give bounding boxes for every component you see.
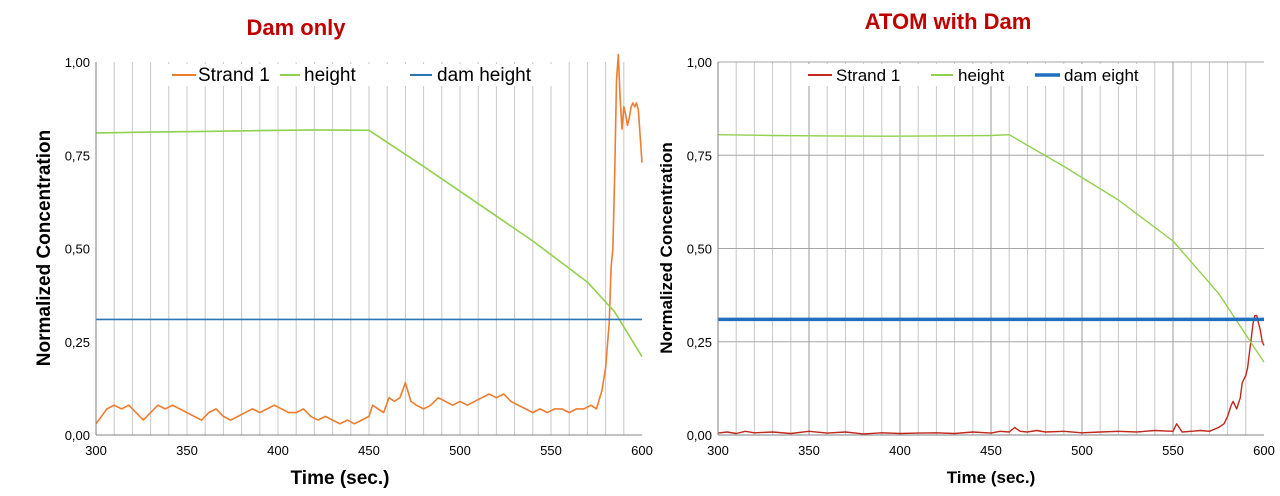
- x-tick-label: 600: [1253, 443, 1275, 458]
- series-group: [717, 133, 1265, 435]
- y-tick-label: 0,25: [687, 335, 712, 350]
- x-tick-label: 600: [631, 443, 653, 458]
- y-axis-title: Normalized Concentration: [657, 142, 676, 354]
- x-tick-label: 400: [889, 443, 911, 458]
- x-tick-label: 500: [1071, 443, 1093, 458]
- legend-label: Strand 1: [836, 66, 900, 85]
- legend-background: [158, 64, 560, 86]
- y-tick-label: 0,50: [65, 242, 90, 257]
- y-tick-label: 0,50: [687, 242, 712, 257]
- series-line-strand-1: [95, 53, 643, 425]
- x-tick-label: 550: [1162, 443, 1184, 458]
- x-axis-title: Time (sec.): [947, 468, 1036, 487]
- series-line-height: [95, 129, 643, 358]
- y-tick-label: 0,00: [65, 428, 90, 443]
- chart-title: Dam only: [246, 15, 346, 40]
- x-tick-label: 350: [176, 443, 198, 458]
- x-tick-label: 450: [980, 443, 1002, 458]
- legend-label: dam eight: [1064, 66, 1139, 85]
- axes: 300 350 400 450 500 550 600 0,00 0,25 0,50 0,75 1,0…: [65, 55, 653, 458]
- x-tick-label: 300: [85, 443, 107, 458]
- chart-dam-only: Dam only 300 350 400 450 500 550 600 0,00 0,25 0,…: [34, 15, 653, 489]
- x-tick-label: 550: [540, 443, 562, 458]
- grid-lines: [718, 61, 1264, 435]
- y-tick-label: 0,75: [687, 148, 712, 163]
- x-axis-title: Time (sec.): [291, 468, 390, 489]
- series-group: [95, 53, 643, 425]
- legend-label: height: [304, 65, 356, 86]
- x-tick-label: 400: [267, 443, 289, 458]
- legend-label: dam height: [437, 65, 532, 86]
- x-tick-label: 350: [798, 443, 820, 458]
- grid-lines: [113, 62, 625, 435]
- legend-label: height: [958, 66, 1005, 85]
- legend: Strand 1 height dam eight: [800, 64, 1152, 86]
- legend-label: Strand 1: [198, 65, 270, 86]
- legend: Strand 1 height dam height: [158, 64, 560, 86]
- y-axis-title: Normalized Concentration: [34, 130, 55, 366]
- legend-background: [800, 64, 1152, 86]
- series-line-height: [717, 133, 1265, 363]
- y-tick-label: 0,00: [687, 428, 712, 443]
- chart-title: ATOM with Dam: [865, 9, 1032, 34]
- chart-atom-with-dam: ATOM with Dam 300 350 400 450 500 550 600 0,00 0…: [657, 9, 1275, 487]
- axes: 300 350 400 450 500 550 600 0,00 0,25 0,50 0,75 1,0…: [687, 55, 1275, 458]
- x-tick-label: 300: [707, 443, 729, 458]
- y-tick-label: 1,00: [65, 55, 90, 70]
- x-tick-label: 500: [449, 443, 471, 458]
- x-tick-label: 450: [358, 443, 380, 458]
- y-tick-label: 0,25: [65, 335, 90, 350]
- y-tick-label: 1,00: [687, 55, 712, 70]
- y-tick-label: 0,75: [65, 148, 90, 163]
- series-line-strand-1: [717, 314, 1265, 435]
